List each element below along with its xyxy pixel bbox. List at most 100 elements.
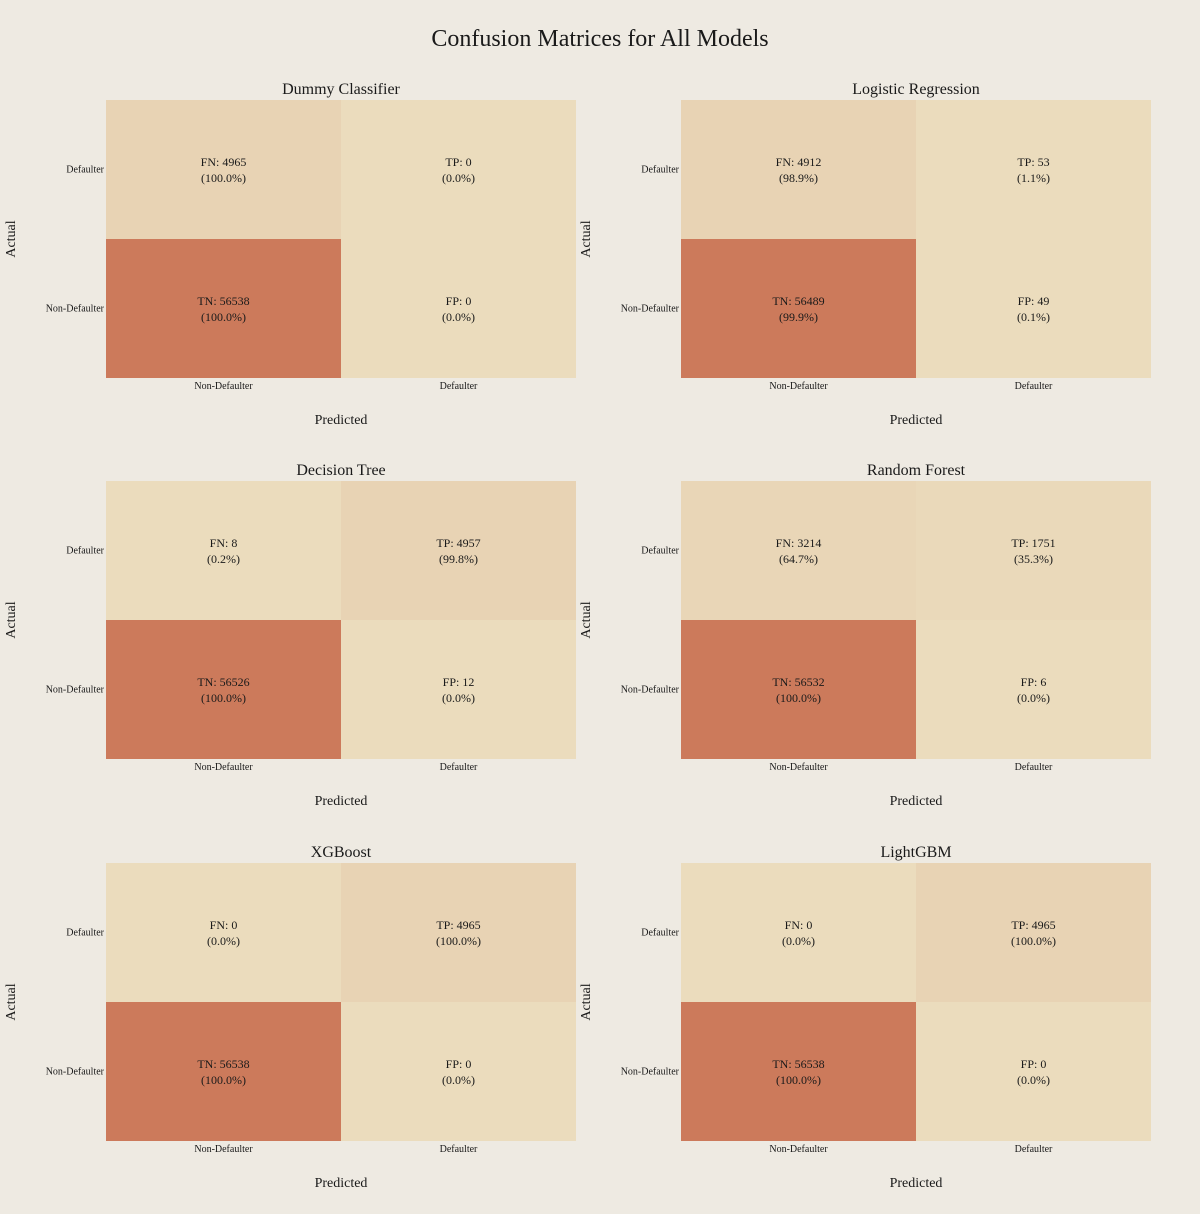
cell-count-label: FP: 12 <box>442 674 475 689</box>
cell-count-label: FP: 0 <box>1020 1056 1047 1071</box>
cell-count-label: TN: 56538 <box>772 1056 825 1071</box>
x-tick-label: Defaulter <box>439 381 478 392</box>
cell-annotation: TP: 4957 (99.8%) <box>436 535 480 567</box>
matrix-cell-tp[interactable]: TP: 4957 (99.8%) <box>341 481 576 620</box>
cell-count-label: TN: 56538 <box>197 293 250 308</box>
cell-percent-label: (99.8%) <box>439 551 478 566</box>
y-axis-label: Actual <box>579 601 594 639</box>
y-tick-label: Defaulter <box>66 164 104 175</box>
matrix-cell-tn[interactable]: TN: 56538 (100.0%) <box>681 1002 916 1141</box>
cell-count-label: TP: 4957 <box>436 535 481 550</box>
confusion-matrix-decision-tree: Decision Tree FN: 8 (0.2%) TP: 4957 (99.8%) T… <box>0 462 576 832</box>
matrix-cell-tn[interactable]: TN: 56538 (100.0%) <box>106 239 341 378</box>
y-tick-label: Defaulter <box>641 545 679 556</box>
y-axis-label: Actual <box>4 983 19 1021</box>
matrix-cell-fp[interactable]: FP: 0 (0.0%) <box>916 1002 1151 1141</box>
matrix-cell-fn[interactable]: FN: 4965 (100.0%) <box>106 100 341 239</box>
cell-percent-label: (100.0%) <box>1011 933 1056 948</box>
cell-count-label: FN: 8 <box>209 535 238 550</box>
matrix-cell-fp[interactable]: FP: 49 (0.1%) <box>916 239 1151 378</box>
cell-percent-label: (100.0%) <box>436 933 481 948</box>
cell-percent-label: (0.1%) <box>1017 309 1050 324</box>
matrix-cell-fp[interactable]: FP: 6 (0.0%) <box>916 620 1151 759</box>
cell-count-label: TN: 56532 <box>772 674 825 689</box>
y-tick-label: Defaulter <box>641 164 679 175</box>
cell-annotation: TN: 56532 (100.0%) <box>772 674 824 706</box>
cell-count-label: FP: 49 <box>1017 293 1050 308</box>
cell-count-label: FN: 0 <box>209 917 238 932</box>
matrix-cell-tn[interactable]: TN: 56526 (100.0%) <box>106 620 341 759</box>
y-tick-label: Non-Defaulter <box>45 684 104 695</box>
matrix-cell-fn[interactable]: FN: 8 (0.2%) <box>106 481 341 620</box>
cell-percent-label: (0.0%) <box>1017 1072 1050 1087</box>
cell-percent-label: (0.0%) <box>442 170 475 185</box>
cell-annotation: FN: 4912 (98.9%) <box>776 154 822 186</box>
y-tick-label: Non-Defaulter <box>45 303 104 314</box>
matrix-cell-fp[interactable]: FP: 12 (0.0%) <box>341 620 576 759</box>
matrix-cell-tp[interactable]: TP: 1751 (35.3%) <box>916 481 1151 620</box>
matrix-cell-fp[interactable]: FP: 0 (0.0%) <box>341 239 576 378</box>
cell-count-label: TP: 4965 <box>1011 917 1056 932</box>
panel-title: LightGBM <box>880 844 952 861</box>
y-tick-label: Defaulter <box>641 927 679 938</box>
cell-percent-label: (98.9%) <box>779 170 818 185</box>
cell-count-label: FP: 6 <box>1020 674 1047 689</box>
x-tick-label: Non-Defaulter <box>194 762 253 773</box>
cell-count-label: TN: 56526 <box>197 674 250 689</box>
matrix-cell-fp[interactable]: FP: 0 (0.0%) <box>341 1002 576 1141</box>
x-axis-label: Predicted <box>889 413 943 428</box>
matrix-cell-tp[interactable]: TP: 0 (0.0%) <box>341 100 576 239</box>
cell-count-label: TN: 56489 <box>772 293 825 308</box>
cell-percent-label: (100.0%) <box>201 170 246 185</box>
cell-annotation: FP: 12 (0.0%) <box>442 674 475 706</box>
cell-count-label: TP: 4965 <box>436 917 481 932</box>
matrix-cell-tp[interactable]: TP: 4965 (100.0%) <box>341 863 576 1002</box>
matrix-cell-fn[interactable]: FN: 3214 (64.7%) <box>681 481 916 620</box>
cell-annotation: FN: 3214 (64.7%) <box>776 535 822 567</box>
cell-percent-label: (99.9%) <box>779 309 818 324</box>
matrix-cell-tp[interactable]: TP: 53 (1.1%) <box>916 100 1151 239</box>
x-axis-label: Predicted <box>889 794 943 809</box>
y-tick-label: Non-Defaulter <box>620 1066 679 1077</box>
confusion-matrix-xgboost: XGBoost FN: 0 (0.0%) TP: 4965 (100.0%) TN: 56… <box>0 844 576 1214</box>
cell-annotation: TP: 53 (1.1%) <box>1017 154 1050 186</box>
confusion-matrix-dummy-classifier: Dummy Classifier FN: 4965 (100.0%) TP: 0 (0.… <box>0 81 576 451</box>
cell-percent-label: (100.0%) <box>201 309 246 324</box>
cell-count-label: FN: 0 <box>784 917 813 932</box>
x-axis-label: Predicted <box>314 413 368 428</box>
matrix-cell-tn[interactable]: TN: 56532 (100.0%) <box>681 620 916 759</box>
x-tick-label: Defaulter <box>1014 381 1053 392</box>
y-tick-label: Non-Defaulter <box>620 684 679 695</box>
cell-annotation: TN: 56538 (100.0%) <box>197 1056 249 1088</box>
matrix-cell-tn[interactable]: TN: 56538 (100.0%) <box>106 1002 341 1141</box>
matrix-cell-fn[interactable]: FN: 0 (0.0%) <box>106 863 341 1002</box>
cell-percent-label: (0.0%) <box>207 933 240 948</box>
x-tick-label: Defaulter <box>1014 1144 1053 1155</box>
x-tick-label: Non-Defaulter <box>769 381 828 392</box>
x-tick-label: Non-Defaulter <box>769 762 828 773</box>
cell-count-label: TP: 0 <box>445 154 472 169</box>
cell-count-label: FN: 3214 <box>775 535 822 550</box>
cell-percent-label: (100.0%) <box>201 1072 246 1087</box>
cell-annotation: FP: 49 (0.1%) <box>1017 293 1050 325</box>
y-tick-label: Non-Defaulter <box>620 303 679 314</box>
confusion-matrix-lightgbm: LightGBM FN: 0 (0.0%) TP: 4965 (100.0%) TN: 5… <box>575 844 1151 1214</box>
heatmap: FN: 4965 (100.0%) TP: 0 (0.0%) TN: 56538 (100… <box>106 100 576 378</box>
x-tick-label: Defaulter <box>439 762 478 773</box>
matrix-cell-fn[interactable]: FN: 4912 (98.9%) <box>681 100 916 239</box>
cell-percent-label: (0.0%) <box>1017 690 1050 705</box>
cell-count-label: FN: 4965 <box>200 154 247 169</box>
matrix-cell-tp[interactable]: TP: 4965 (100.0%) <box>916 863 1151 1002</box>
matrix-cell-tn[interactable]: TN: 56489 (99.9%) <box>681 239 916 378</box>
cell-annotation: FP: 0 (0.0%) <box>1017 1056 1050 1088</box>
confusion-matrix-logistic-regression: Logistic Regression FN: 4912 (98.9%) TP: 53… <box>575 81 1151 451</box>
x-tick-label: Defaulter <box>1014 762 1053 773</box>
confusion-matrix-random-forest: Random Forest FN: 3214 (64.7%) TP: 1751 (35.… <box>575 462 1151 832</box>
cell-annotation: TN: 56538 (100.0%) <box>772 1056 824 1088</box>
cell-annotation: TP: 4965 (100.0%) <box>1011 917 1056 949</box>
cell-percent-label: (0.0%) <box>442 1072 475 1087</box>
heatmap: FN: 8 (0.2%) TP: 4957 (99.8%) TN: 56526 (100.… <box>106 481 576 759</box>
matrix-cell-fn[interactable]: FN: 0 (0.0%) <box>681 863 916 1002</box>
cell-annotation: FN: 4965 (100.0%) <box>201 154 247 186</box>
cell-percent-label: (0.2%) <box>207 551 240 566</box>
